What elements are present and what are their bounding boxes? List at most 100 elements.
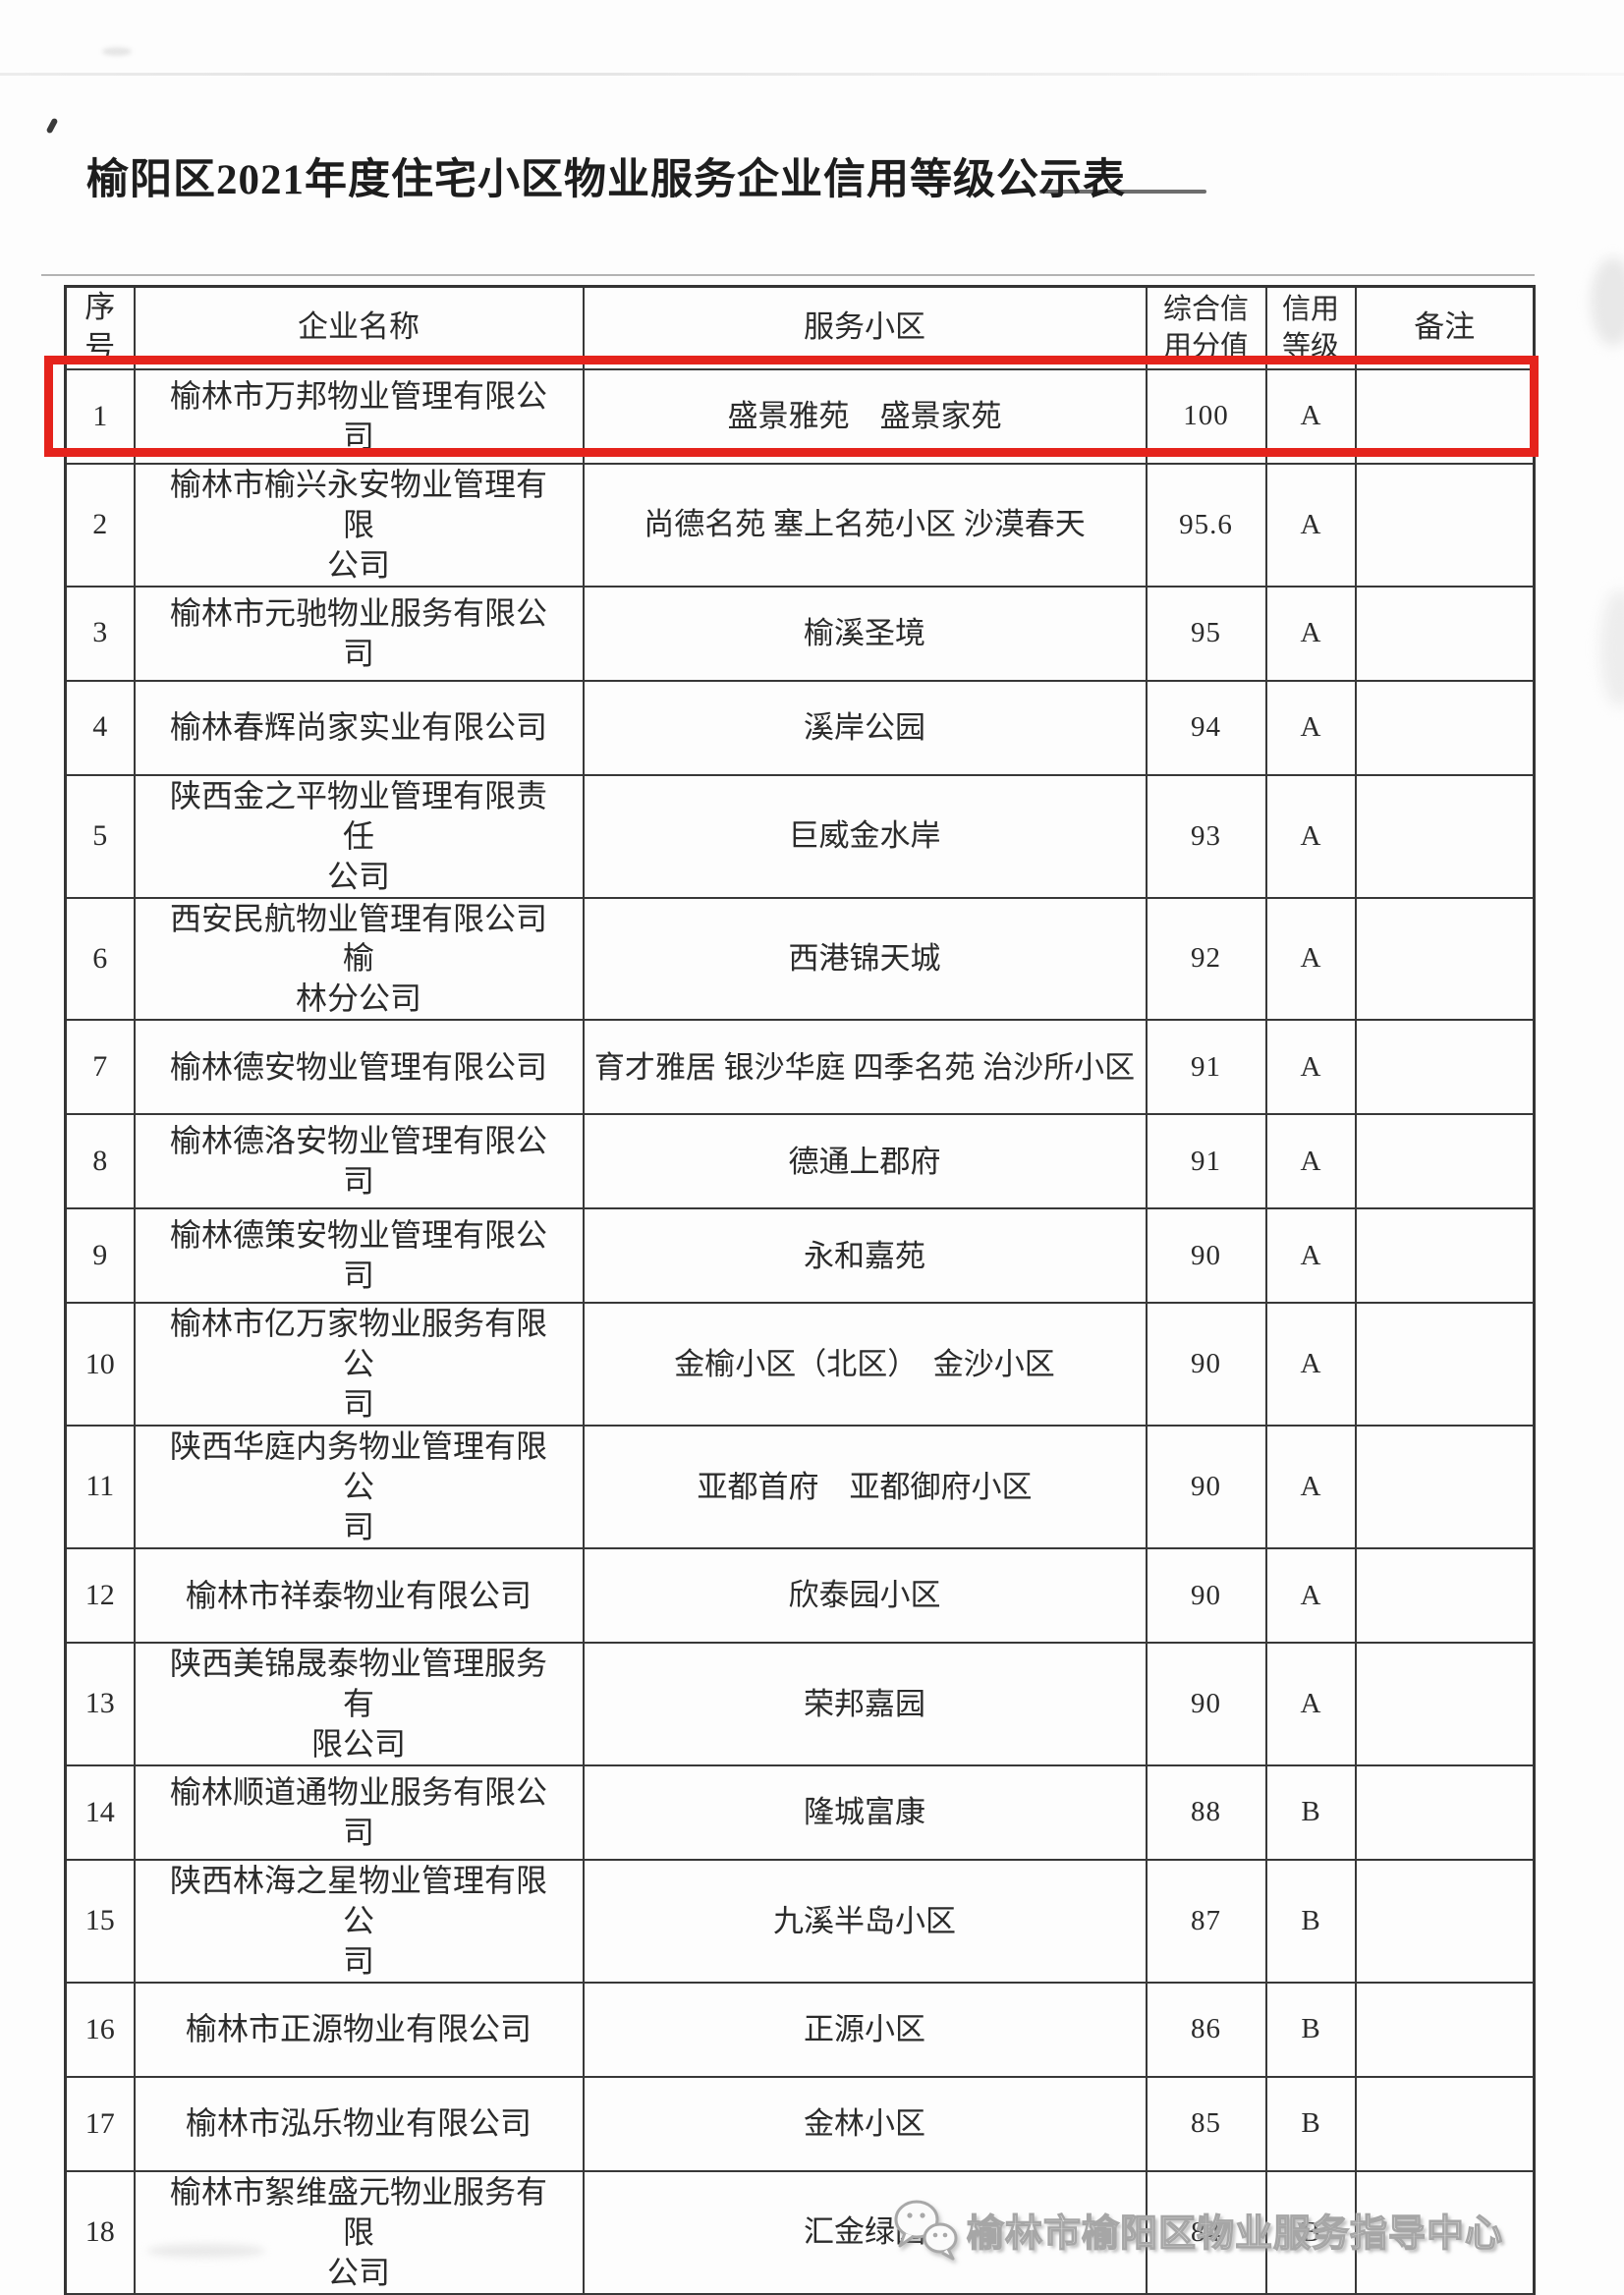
scan-artifact-right-smudge xyxy=(1600,589,1624,707)
scan-artifact-top-line xyxy=(0,73,1624,76)
table-row: 19 榆林市安信物业有限公司 汇金学府苑 古城花园 万丰花园 84 B xyxy=(64,2292,1536,2295)
table-row: 1 榆林市万邦物业管理有限公 司 盛景雅苑 盛景家苑 100 A xyxy=(64,367,1536,465)
cell-index: 15 xyxy=(64,1858,136,1984)
cell-company-name: 榆林市泓乐物业有限公司 xyxy=(133,2075,585,2172)
cell-credit-score: 87 xyxy=(1145,1858,1267,1984)
cell-credit-score: 90 xyxy=(1145,1302,1267,1427)
cell-service-community: 金榆小区（北区） 金沙小区 xyxy=(582,1302,1148,1427)
cell-credit-grade: B xyxy=(1264,1763,1357,1861)
table-row: 4 榆林春辉尚家实业有限公司 溪岸公园 94 A xyxy=(64,679,1536,776)
cell-credit-score: 84 xyxy=(1145,2292,1267,2295)
cell-service-community: 欣泰园小区 xyxy=(582,1547,1148,1645)
cell-index: 8 xyxy=(64,1113,136,1210)
cell-remark xyxy=(1354,1113,1536,1210)
cell-credit-grade: A xyxy=(1264,1113,1357,1210)
cell-remark xyxy=(1354,773,1536,899)
table-row: 11 陕西华庭内务物业管理有限公 司 亚都首府 亚都御府小区 90 A xyxy=(64,1425,1536,1550)
cell-service-community: 榆溪圣境 xyxy=(582,585,1148,682)
cell-index: 9 xyxy=(64,1207,136,1305)
watermark: 榆林市榆阳区物业服务指导中心 xyxy=(892,2197,1503,2262)
table-row: 5 陕西金之平物业管理有限责任 公司 巨威金水岸 93 A xyxy=(64,773,1536,899)
cell-credit-grade: A xyxy=(1264,1302,1357,1427)
cell-credit-grade: A xyxy=(1264,1547,1357,1645)
cell-credit-grade: A xyxy=(1264,1642,1357,1766)
cell-credit-score: 86 xyxy=(1145,1981,1267,2078)
cell-credit-score: 88 xyxy=(1145,1763,1267,1861)
cell-remark xyxy=(1354,679,1536,776)
scan-artifact-smudge xyxy=(102,47,132,56)
cell-service-community: 汇金绿园 xyxy=(582,2169,1148,2295)
wechat-icon xyxy=(894,2200,958,2261)
cell-credit-grade: B xyxy=(1264,2169,1357,2295)
cell-service-community: 育才雅居 银沙华庭 四季名苑 治沙所小区 xyxy=(582,1019,1148,1116)
cell-company-name: 榆林德洛安物业管理有限公 司 xyxy=(133,1113,585,1210)
table-row: 13 陕西美锦晟泰物业管理服务有 限公司 荣邦嘉园 90 A xyxy=(64,1642,1536,1766)
cell-index: 11 xyxy=(64,1425,136,1550)
cell-remark xyxy=(1354,1763,1536,1861)
cell-company-name: 榆林市安信物业有限公司 xyxy=(133,2292,585,2295)
cell-credit-grade: B xyxy=(1264,1858,1357,1984)
cell-credit-grade: A xyxy=(1264,462,1357,588)
table-row: 3 榆林市元驰物业服务有限公司 榆溪圣境 95 A xyxy=(64,585,1536,682)
cell-credit-score: 100 xyxy=(1145,367,1267,465)
credit-rating-table: 序号 企业名称 服务小区 综合信用分值 信用等级 备注 1 榆林市万邦物业管理有… xyxy=(64,285,1536,2295)
cell-index: 17 xyxy=(64,2075,136,2172)
cell-company-name: 陕西金之平物业管理有限责任 公司 xyxy=(133,773,585,899)
cell-remark xyxy=(1354,1425,1536,1550)
cell-index: 12 xyxy=(64,1547,136,1645)
cell-credit-score: 90 xyxy=(1145,1547,1267,1645)
cell-service-community: 荣邦嘉园 xyxy=(582,1642,1148,1766)
cell-index: 6 xyxy=(64,896,136,1022)
cell-remark xyxy=(1354,2292,1536,2295)
cell-index: 1 xyxy=(64,367,136,465)
cell-remark xyxy=(1354,1981,1536,2078)
table-row: 9 榆林德策安物业管理有限公司 永和嘉苑 90 A xyxy=(64,1207,1536,1305)
cell-index: 3 xyxy=(64,585,136,682)
cell-credit-score: 93 xyxy=(1145,773,1267,899)
cell-service-community: 西港锦天城 xyxy=(582,896,1148,1022)
cell-service-community: 德通上郡府 xyxy=(582,1113,1148,1210)
cell-index: 5 xyxy=(64,773,136,899)
cell-index: 2 xyxy=(64,462,136,588)
cell-remark xyxy=(1354,367,1536,465)
cell-credit-score: 84 xyxy=(1145,2169,1267,2295)
table-body: 1 榆林市万邦物业管理有限公 司 盛景雅苑 盛景家苑 100 A 2 榆林市榆兴… xyxy=(64,367,1536,2295)
table-row: 16 榆林市正源物业有限公司 正源小区 86 B xyxy=(64,1981,1536,2078)
cell-service-community: 永和嘉苑 xyxy=(582,1207,1148,1305)
cell-credit-score: 95 xyxy=(1145,585,1267,682)
cell-credit-grade: A xyxy=(1264,1425,1357,1550)
cell-service-community: 九溪半岛小区 xyxy=(582,1858,1148,1984)
cell-index: 7 xyxy=(64,1019,136,1116)
cell-credit-score: 94 xyxy=(1145,679,1267,776)
cell-company-name: 陕西华庭内务物业管理有限公 司 xyxy=(133,1425,585,1550)
cell-remark xyxy=(1354,1207,1536,1305)
cell-index: 18 xyxy=(64,2169,136,2295)
cell-company-name: 西安民航物业管理有限公司榆 林分公司 xyxy=(133,896,585,1022)
cell-credit-grade: A xyxy=(1264,1019,1357,1116)
cell-service-community: 汇金学府苑 古城花园 万丰花园 xyxy=(582,2292,1148,2295)
cell-index: 16 xyxy=(64,1981,136,2078)
cell-credit-score: 92 xyxy=(1145,896,1267,1022)
scan-artifact-ghost-border xyxy=(41,274,1535,276)
page-title: 榆阳区2021年度住宅小区物业服务企业信用等级公示表 xyxy=(86,157,1126,203)
cell-credit-score: 95.6 xyxy=(1145,462,1267,588)
cell-company-name: 榆林市榆兴永安物业管理有限 公司 xyxy=(133,462,585,588)
cell-company-name: 陕西林海之星物业管理有限公 司 xyxy=(133,1858,585,1984)
table-row: 18 榆林市絮维盛元物业服务有限 公司 汇金绿园 84 B xyxy=(64,2169,1536,2295)
cell-company-name: 榆林春辉尚家实业有限公司 xyxy=(133,679,585,776)
cell-service-community: 巨威金水岸 xyxy=(582,773,1148,899)
cell-index: 10 xyxy=(64,1302,136,1427)
cell-service-community: 金林小区 xyxy=(582,2075,1148,2172)
cell-credit-score: 90 xyxy=(1145,1425,1267,1550)
cell-remark xyxy=(1354,462,1536,588)
cell-company-name: 榆林德策安物业管理有限公司 xyxy=(133,1207,585,1305)
cell-company-name: 榆林市元驰物业服务有限公司 xyxy=(133,585,585,682)
scan-artifact-dash xyxy=(1039,190,1206,194)
cell-remark xyxy=(1354,585,1536,682)
scan-artifact-right-smudge xyxy=(1591,257,1624,346)
table-row: 2 榆林市榆兴永安物业管理有限 公司 尚德名苑 塞上名苑小区 沙漠春天 95.6… xyxy=(64,462,1536,588)
cell-index: 19 xyxy=(64,2292,136,2295)
header-remark: 备注 xyxy=(1354,285,1536,370)
cell-company-name: 榆林市正源物业有限公司 xyxy=(133,1981,585,2078)
